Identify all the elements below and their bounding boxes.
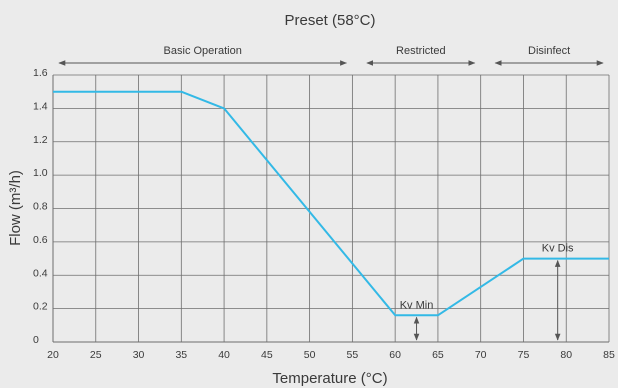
y-tick-labels: 0 0.2 0.4 0.6 0.8 1.0 1.2 1.4 1.6 (33, 67, 48, 346)
x-tick-label: 80 (560, 349, 572, 361)
x-tick-label: 65 (432, 349, 444, 361)
y-tick-label: 0.8 (33, 201, 48, 213)
series (53, 90, 609, 317)
axes (52, 75, 609, 343)
x-tick-label: 40 (218, 349, 230, 361)
grid-lines (52, 74, 610, 343)
y-tick-label: 0 (33, 334, 39, 346)
x-tick-label: 30 (133, 349, 145, 361)
x-tick-label: 20 (47, 349, 59, 361)
y-tick-label: 1.4 (33, 100, 48, 112)
y-tick-label: 1.2 (33, 134, 48, 146)
series-line (53, 90, 609, 317)
x-tick-label: 55 (347, 349, 359, 361)
region-label: Disinfect (528, 45, 570, 57)
region-label: Basic Operation (164, 45, 242, 57)
y-tick-label: 0.4 (33, 267, 48, 279)
x-tick-label: 45 (261, 349, 273, 361)
x-tick-label: 70 (475, 349, 487, 361)
x-tick-label: 35 (175, 349, 187, 361)
y-tick-label: 0.2 (33, 301, 48, 313)
value-annotations: Kv Min Kv Dis (400, 243, 574, 341)
region-annotations: Basic Operation Restricted Disinfect (58, 45, 604, 66)
x-tick-labels: 20 25 30 35 40 45 50 55 60 65 70 75 80 85 (47, 349, 615, 361)
chart-title: Preset (58°C) (284, 12, 375, 29)
annotation-label: Kv Min (400, 299, 434, 311)
region-label: Restricted (396, 45, 446, 57)
y-tick-label: 0.6 (33, 234, 48, 246)
x-axis-label: Temperature (°C) (272, 370, 387, 387)
x-tick-label: 25 (90, 349, 102, 361)
y-axis-label: Flow (m³/h) (7, 170, 24, 246)
y-tick-label: 1.0 (33, 167, 48, 179)
x-tick-label: 85 (603, 349, 615, 361)
annotation-label: Kv Dis (542, 243, 574, 255)
x-tick-label: 60 (389, 349, 401, 361)
x-tick-label: 50 (304, 349, 316, 361)
x-tick-label: 75 (518, 349, 530, 361)
y-tick-label: 1.6 (33, 67, 48, 79)
